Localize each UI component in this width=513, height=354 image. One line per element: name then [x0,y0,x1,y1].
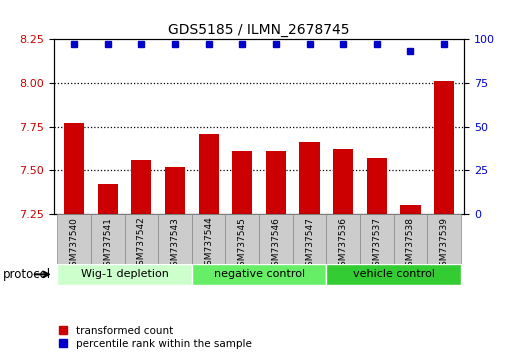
Bar [57,264,192,285]
Bar [293,214,326,264]
Bar [199,133,219,214]
Bar [165,167,185,214]
Bar [360,214,393,264]
Text: GSM737545: GSM737545 [238,217,247,272]
Text: GSM737540: GSM737540 [70,217,78,272]
Bar [300,142,320,214]
Text: GSM737536: GSM737536 [339,217,348,272]
Text: Wig-1 depletion: Wig-1 depletion [81,269,168,279]
Title: GDS5185 / ILMN_2678745: GDS5185 / ILMN_2678745 [168,23,350,36]
Legend: transformed count, percentile rank within the sample: transformed count, percentile rank withi… [59,326,251,349]
Text: GSM737542: GSM737542 [137,217,146,272]
Text: GSM737543: GSM737543 [170,217,180,272]
Text: GSM737538: GSM737538 [406,217,415,272]
Bar [125,214,158,264]
Bar [131,160,151,214]
Bar [64,123,84,214]
Text: GSM737544: GSM737544 [204,217,213,272]
Bar [232,151,252,214]
Text: GSM737546: GSM737546 [271,217,281,272]
Bar [333,149,353,214]
Bar [259,214,293,264]
Bar [427,214,461,264]
Bar [326,264,461,285]
Bar [97,184,118,214]
Text: GSM737537: GSM737537 [372,217,381,272]
Text: vehicle control: vehicle control [352,269,435,279]
Bar [393,214,427,264]
Bar [91,214,125,264]
Bar [400,205,421,214]
Bar [57,214,91,264]
Text: GSM737547: GSM737547 [305,217,314,272]
Bar [434,81,454,214]
Text: protocol: protocol [3,268,51,281]
Bar [192,214,225,264]
Bar [367,158,387,214]
Bar [225,214,259,264]
Bar [326,214,360,264]
Text: GSM737539: GSM737539 [440,217,448,272]
Bar [192,264,326,285]
Text: GSM737541: GSM737541 [103,217,112,272]
Bar [266,151,286,214]
Bar [158,214,192,264]
Text: negative control: negative control [213,269,305,279]
